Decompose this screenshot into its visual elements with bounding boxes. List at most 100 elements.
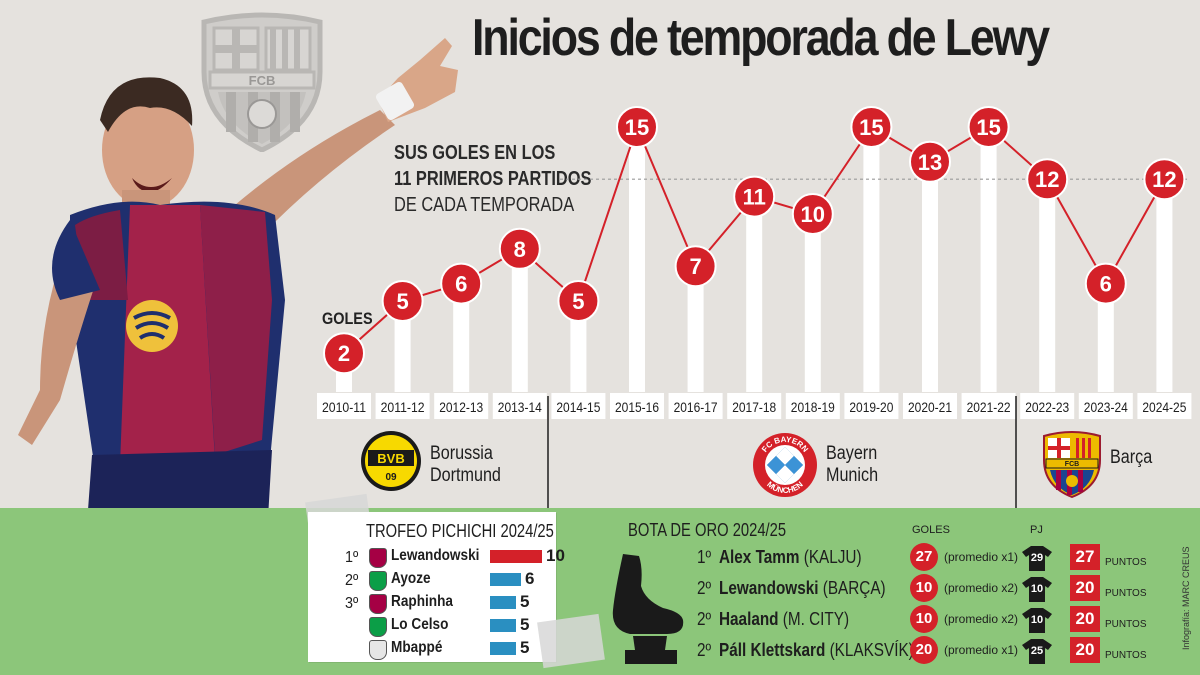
team-name-dortmund-line2: Dortmund <box>430 465 501 486</box>
x-tick-label: 2012-13 <box>439 399 483 415</box>
team-name-dortmund-line1: Borussia <box>430 443 493 464</box>
bota-player-name: Lewandowski <box>719 578 819 598</box>
pichichi-bar <box>490 619 516 632</box>
credit: Infografía: MARC CREUS <box>1181 546 1191 650</box>
column-bar <box>980 127 997 392</box>
pichichi-row: Mbappé 5 <box>345 638 585 661</box>
crest-text: FCB <box>249 73 276 88</box>
bota-rank: 2º <box>697 609 712 629</box>
pichichi-name: Ayoze <box>391 570 431 587</box>
x-tick-box <box>375 393 430 419</box>
barca-logo-text: FCB <box>1065 461 1079 468</box>
bota-points-label: PUNTOS <box>1105 588 1147 599</box>
bota-points: 20 <box>1070 637 1100 663</box>
data-label: 15 <box>859 115 883 140</box>
svg-text:MÜNCHEN: MÜNCHEN <box>765 480 805 495</box>
x-tick-box <box>317 393 371 419</box>
pichichi-row: 1º Lewandowski 10 <box>345 546 585 569</box>
data-label: 10 <box>801 202 825 227</box>
barca-logo: FCB <box>1043 431 1101 498</box>
pichichi-card <box>308 512 556 662</box>
page-title: Inicios de temporada de Lewy <box>472 9 1050 67</box>
bota-row: 2º Páll Klettskard (KLAKSVÍK) <box>697 636 1157 666</box>
column-bar <box>629 127 645 392</box>
x-tick-box <box>492 393 547 419</box>
shirt-icon: 25 <box>1022 638 1052 664</box>
subtitle-line-1: SUS GOLES EN LOS <box>394 142 556 164</box>
pichichi-rank: 2º <box>345 572 359 589</box>
data-point <box>733 175 776 218</box>
data-point <box>1026 158 1069 201</box>
bota-row: 1º Alex Tamm (KALJU) <box>697 543 1157 573</box>
data-label: 6 <box>1100 272 1112 297</box>
pichichi-bar <box>490 642 516 655</box>
shirt-icon: 29 <box>1022 545 1052 571</box>
pichichi-bar <box>490 550 542 563</box>
team-name-dortmund: Borussia Dortmund <box>430 443 501 487</box>
x-tick-box <box>434 393 489 419</box>
bota-pj: 25 <box>1030 645 1044 657</box>
x-tick-label: 2019-20 <box>849 399 893 415</box>
y-axis-label: GOLES <box>322 309 373 328</box>
pichichi-name: Lo Celso <box>391 616 449 633</box>
data-point <box>1084 262 1127 305</box>
column-bar <box>1097 283 1114 392</box>
bota-goals-badge: 27 <box>910 543 938 571</box>
bota-points: 27 <box>1070 544 1100 570</box>
data-label: 12 <box>1035 167 1059 192</box>
data-label: 15 <box>625 115 649 140</box>
pichichi-goals: 10 <box>546 546 565 565</box>
pichichi-bar <box>490 573 521 586</box>
data-label: 5 <box>572 289 584 314</box>
pichichi-goals: 6 <box>525 569 535 588</box>
data-label: 11 <box>743 185 766 210</box>
bota-rank: 2º <box>697 640 712 660</box>
x-tick-label: 2021-22 <box>967 399 1011 415</box>
column-bar <box>1039 179 1056 392</box>
data-label: 2 <box>338 341 350 366</box>
data-point <box>791 193 834 235</box>
column-bar <box>746 196 763 392</box>
column-bar <box>687 266 704 392</box>
x-tick-box <box>668 393 723 419</box>
bvb-logo-sub: 09 <box>385 472 397 483</box>
bota-pj: 29 <box>1030 552 1044 564</box>
x-tick-label: 2022-23 <box>1025 399 1069 415</box>
bota-player: Páll Klettskard (KLAKSVÍK) <box>719 640 914 661</box>
bota-player-club: (KLAKSVÍK) <box>829 640 914 660</box>
chart-subtitle: SUS GOLES EN LOS 11 PRIMEROS PARTIDOS DE… <box>394 140 591 218</box>
x-tick-box <box>1078 393 1133 419</box>
x-tick-box <box>727 393 782 419</box>
bota-pj: 10 <box>1030 583 1044 595</box>
bayern-logo-bottom-text: MÜNCHEN <box>765 480 805 495</box>
bota-player-club: (M. CITY) <box>782 609 850 629</box>
bayern-logo: FC BAYERN MÜNCHEN <box>753 433 817 497</box>
bota-player: Lewandowski (BARÇA) <box>719 578 886 599</box>
real-madrid-crest-icon <box>369 640 387 660</box>
column-bar <box>804 214 821 392</box>
column-bar <box>922 161 938 392</box>
pichichi-name: Mbappé <box>391 639 443 656</box>
team-name-barca: Barça <box>1110 447 1152 469</box>
bota-points-label: PUNTOS <box>1105 619 1147 630</box>
column-bar <box>570 301 587 392</box>
bota-goles-header: GOLES <box>912 524 950 536</box>
subtitle-line-3: DE CADA TEMPORADA <box>394 194 575 216</box>
bota-factor: (promedio x1) <box>944 550 1019 564</box>
betis-crest-icon <box>369 571 387 591</box>
shirt-icon: 10 <box>1022 576 1052 602</box>
x-tick-box <box>785 393 840 419</box>
team-name-bayern: Bayern Munich <box>826 443 878 487</box>
bota-factor: (promedio x2) <box>944 612 1019 626</box>
column-bar <box>863 127 880 392</box>
data-label: 13 <box>918 150 942 175</box>
data-label: 8 <box>514 237 526 262</box>
x-tick-label: 2016-17 <box>674 399 718 415</box>
x-tick-label: 2014-15 <box>556 399 600 415</box>
bota-points: 20 <box>1070 606 1100 632</box>
team-name-bayern-line2: Munich <box>826 465 879 486</box>
pichichi-name: Raphinha <box>391 593 453 610</box>
data-point <box>381 280 424 322</box>
pichichi-row: Lo Celso 5 <box>345 615 585 638</box>
bota-row: 2º Haaland (M. CITY) <box>697 605 1157 635</box>
